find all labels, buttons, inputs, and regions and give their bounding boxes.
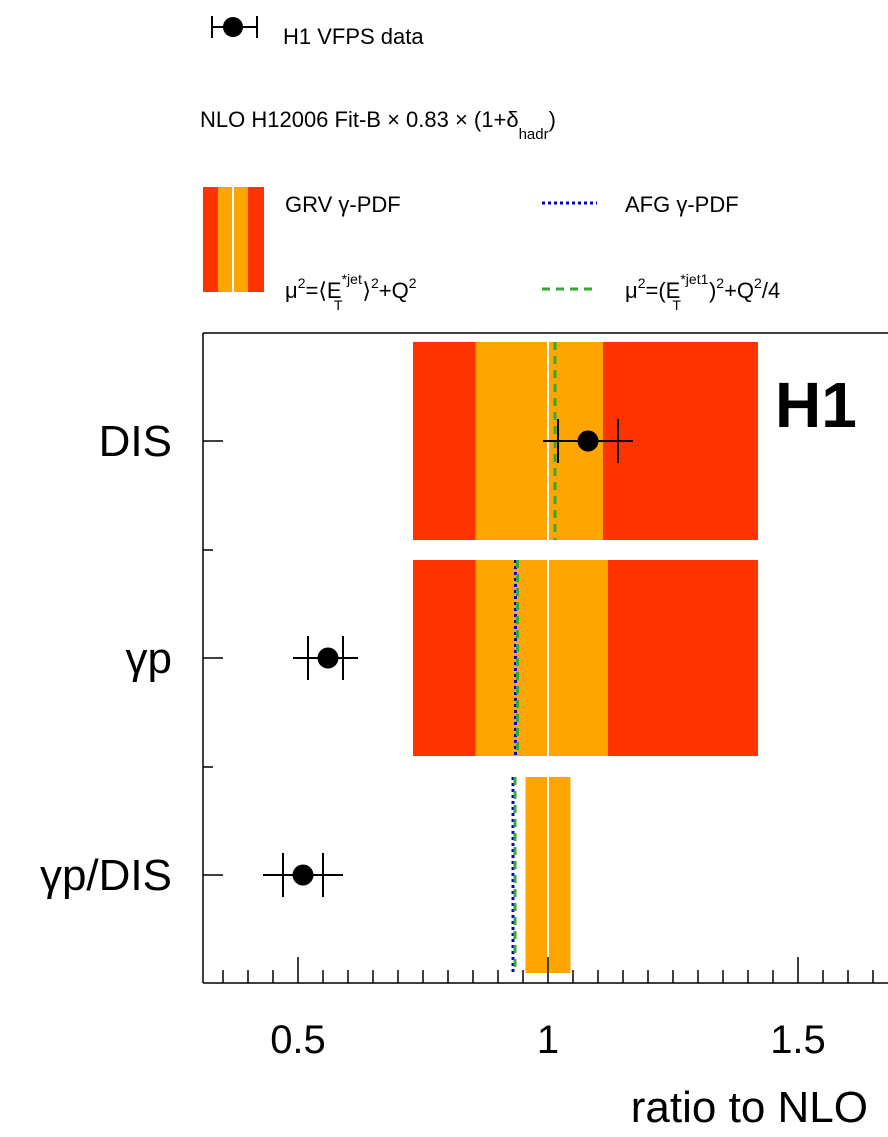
x-tick-label: 0.5 <box>270 1018 326 1062</box>
legend-grv-swatch <box>203 187 264 292</box>
legend-data-marker <box>211 16 258 38</box>
legend-afg-label: AFG γ-PDF <box>625 192 739 217</box>
data-points <box>263 419 633 897</box>
x-axis-label: ratio to NLO <box>631 1083 868 1132</box>
x-tick-label: 1 <box>537 1018 559 1062</box>
grv-inner-band <box>475 560 608 756</box>
legend-scale1-label: μ2=⟨E*jet T⟩2+Q2 <box>285 271 417 313</box>
grv-bands <box>413 342 758 973</box>
category-labels: DIS γp γp/DIS <box>40 417 172 900</box>
y-axis-ticks <box>203 440 223 876</box>
data-point <box>292 864 314 886</box>
data-point <box>317 647 339 669</box>
category-label: DIS <box>99 417 172 466</box>
category-label: γp <box>126 634 172 683</box>
x-axis-ticks: 0.5 1 1.5 <box>222 957 874 1062</box>
data-point <box>577 430 599 452</box>
x-tick-label: 1.5 <box>770 1018 826 1062</box>
legend-scale2-label: μ2=(E*jet1 T)2+Q2/4 <box>625 271 780 313</box>
category-label: γp/DIS <box>40 851 172 900</box>
legend-grv-label: GRV γ-PDF <box>285 192 401 217</box>
legend-nlo-label: NLO H12006 Fit-B × 0.83 × (1+δhadr) <box>200 107 556 143</box>
legend-data-label: H1 VFPS data <box>283 24 424 49</box>
experiment-label: H1 <box>775 369 857 441</box>
